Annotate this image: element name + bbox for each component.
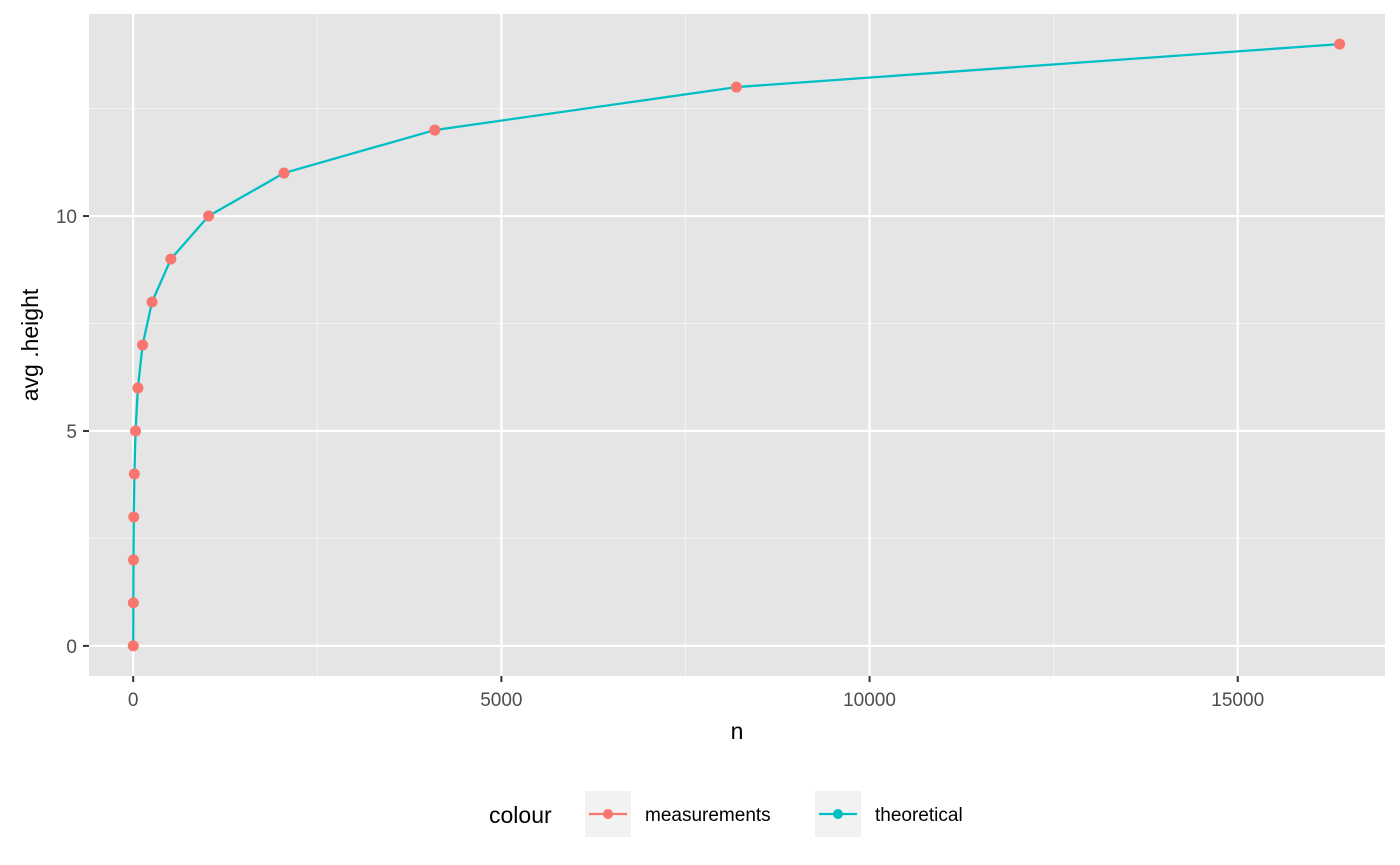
measurement-point: [130, 425, 142, 437]
measurement-point: [128, 468, 140, 480]
legend-item-measurements: measurements: [585, 791, 771, 837]
legend-title: colour: [489, 802, 552, 828]
y-tick-label: 0: [66, 637, 77, 658]
legend-item-theoretical: theoretical: [815, 791, 963, 837]
y-axis-title: avg .height: [17, 288, 43, 401]
legend-label-theoretical: theoretical: [875, 805, 963, 826]
measurement-point: [128, 511, 140, 523]
x-tick-label: 10000: [843, 690, 896, 711]
legend-label-measurements: measurements: [645, 805, 771, 826]
x-tick-label: 0: [128, 690, 139, 711]
measurement-point: [137, 339, 149, 351]
legend-key-point-theoretical: [833, 809, 843, 819]
measurement-point: [127, 597, 139, 609]
measurement-point: [127, 640, 139, 652]
legend-key-point-measurements: [603, 809, 613, 819]
measurement-point: [146, 296, 158, 308]
y-tick-label: 5: [66, 422, 77, 443]
minor-grid: [89, 14, 1385, 676]
measurement-point: [165, 253, 177, 265]
measurement-point: [132, 382, 144, 394]
x-tick-label: 15000: [1211, 690, 1264, 711]
major-grid: [89, 14, 1385, 676]
plot-panel: [89, 14, 1385, 676]
x-tick-labels: 0 5000 10000 15000: [128, 690, 1264, 711]
measurement-point: [278, 167, 290, 179]
x-axis-title: n: [731, 718, 744, 744]
measurement-point: [1334, 38, 1346, 50]
y-tick-labels: 0 5 10: [56, 207, 77, 658]
measurement-points: [127, 38, 1346, 652]
measurement-point: [429, 124, 441, 136]
measurement-point: [203, 210, 215, 222]
measurement-point: [730, 81, 742, 93]
legend: colour measurements theoretical: [489, 791, 963, 837]
y-tick-label: 10: [56, 207, 77, 228]
x-tick-label: 5000: [480, 690, 522, 711]
measurement-point: [127, 554, 139, 566]
axis-ticks: [83, 215, 1239, 682]
